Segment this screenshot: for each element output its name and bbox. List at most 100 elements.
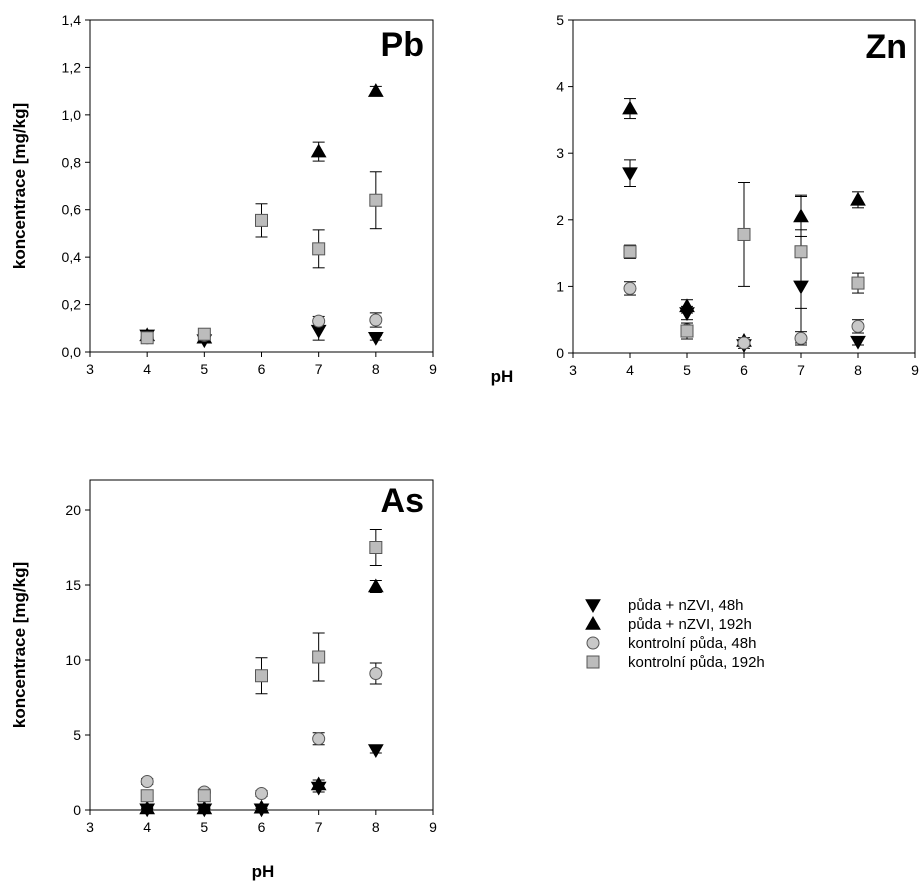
x-tick-label: 7 [797,362,805,378]
legend-label: půda + nZVI, 192h [628,616,752,633]
x-tick-label: 3 [86,361,94,377]
y-tick-label: 3 [556,145,564,161]
series-kontrol_48h [140,312,383,345]
data-point [851,319,865,333]
y-tick-label: 1,2 [62,59,82,75]
x-tick-label: 8 [372,819,380,835]
y-tick-label: 0,6 [62,202,82,218]
y-tick-label: 2 [556,212,564,228]
data-point [623,281,637,295]
series-kontrol_192h [140,529,383,803]
legend-marker [586,655,600,669]
y-tick-label: 10 [65,652,81,668]
data-point [255,213,268,227]
x-tick-label: 4 [143,361,151,377]
legend-marker [585,615,601,630]
data-point [367,578,384,593]
data-point [312,242,326,256]
y-tick-label: 0 [73,802,81,818]
data-point [623,245,637,259]
x-tick-label: 8 [854,362,862,378]
x-tick-label: 5 [200,361,208,377]
x-tick-label: 6 [740,362,748,378]
series-kontrol_192h [140,171,383,345]
y-tick-label: 0,8 [62,154,82,170]
panel-label: Pb [381,26,424,64]
legend-item: půda + nZVI, 48h [585,597,744,614]
data-point [369,541,383,554]
data-point [367,83,384,97]
y-tick-label: 5 [73,727,81,743]
y-tick-label: 5 [556,12,564,28]
y-tick-label: 0,0 [62,344,82,360]
plot-frame [89,19,434,353]
series-puda_nzvi_192h [139,578,384,815]
legend: půda + nZVI, 48h půda + nZVI, 192h kontrol… [585,597,765,671]
data-point [737,336,751,350]
x-tick-label: 5 [683,362,691,378]
x-tick-label: 9 [911,362,919,378]
data-point [794,245,808,259]
data-point [369,667,383,680]
data-point [622,167,638,182]
data-point [140,789,154,803]
x-axis-title: pH [252,862,275,881]
data-point [255,787,268,800]
data-point [139,800,156,815]
x-tick-label: 4 [626,362,634,378]
panel-label: As [381,482,424,520]
x-tick-label: 8 [372,361,380,377]
y-tick-label: 1,4 [62,12,82,28]
data-point [312,314,326,328]
data-point [851,276,865,290]
x-tick-label: 9 [429,819,437,835]
x-tick-label: 6 [258,819,266,835]
data-point [310,143,327,158]
series-puda_nzvi_48h [139,320,384,349]
y-axis-title: koncentrace [mg/kg] [10,103,29,269]
data-point [140,331,154,345]
y-axis-title: koncentrace [mg/kg] [10,562,29,728]
legend-marker [586,636,600,650]
panel-label: Zn [865,28,907,66]
data-point [737,227,751,241]
y-tick-label: 15 [65,577,81,593]
x-axis-title: pH [491,367,514,386]
series-kontrol_48h [623,281,865,350]
x-tick-label: 4 [143,819,151,835]
y-tick-label: 0,2 [62,297,82,313]
data-point [253,799,270,814]
legend-label: kontrolní půda, 192h [628,654,765,671]
legend-item: půda + nZVI, 192h [585,615,752,633]
x-tick-label: 9 [429,361,437,377]
legend-item: kontrolní půda, 192h [586,654,765,671]
x-tick-label: 7 [315,361,323,377]
y-tick-label: 1 [556,278,564,294]
legend-item: kontrolní půda, 48h [586,635,756,652]
y-tick-label: 0 [556,345,564,361]
data-point [850,191,866,206]
legend-label: půda + nZVI, 48h [628,597,744,614]
data-point [850,335,866,350]
data-point [312,650,326,664]
x-tick-label: 7 [315,819,323,835]
legend-label: kontrolní půda, 48h [628,635,756,652]
data-point [794,331,808,345]
y-tick-label: 4 [556,79,564,95]
panel-zn: 3 4 5 6 7 8 9 0 1 2 3 4 5 Zn pH [491,12,919,386]
data-point [680,324,694,338]
x-tick-label: 3 [569,362,577,378]
y-tick-label: 20 [65,502,81,518]
series-kontrol_192h [623,182,865,340]
data-point [255,669,268,683]
data-point [367,744,384,759]
data-point [196,800,213,815]
data-point [367,332,384,346]
x-tick-label: 5 [200,819,208,835]
data-point [197,327,211,341]
data-point [622,100,638,115]
panel-pb: 3 4 5 6 7 8 9 0,0 0,2 0,4 0,6 0,8 1,0 1,2 1,4 Pb koncent… [10,12,437,377]
x-tick-label: 3 [86,819,94,835]
data-point [312,732,326,746]
